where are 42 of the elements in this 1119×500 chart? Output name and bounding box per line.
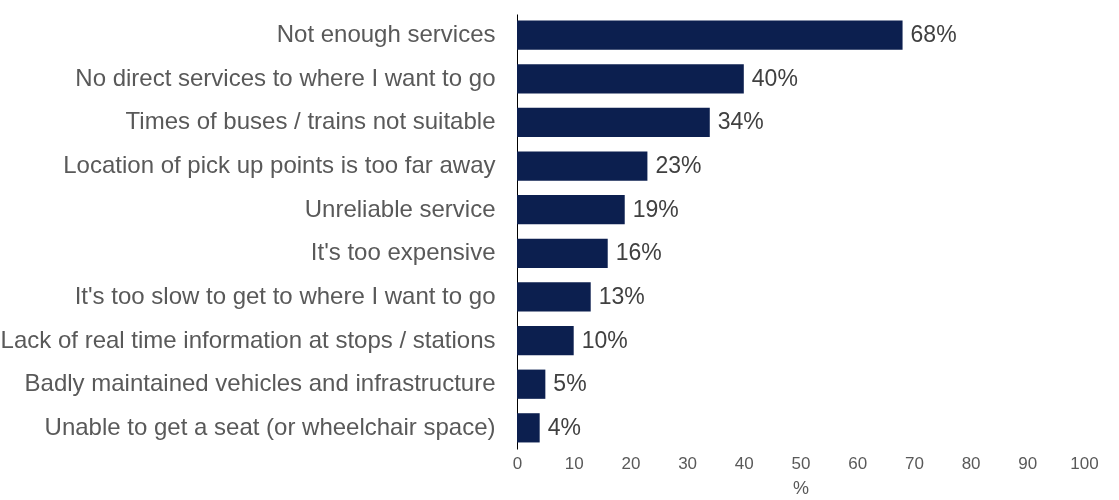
- bar: [517, 195, 625, 225]
- y-tick-label: Location of pick up points is too far away: [63, 151, 496, 179]
- bar: [517, 107, 710, 138]
- bar: [517, 369, 546, 399]
- bar: [517, 20, 903, 50]
- bar: [517, 282, 591, 312]
- x-tick-label: 40: [734, 453, 754, 473]
- data-label: 10%: [581, 326, 628, 353]
- data-label: 40%: [751, 64, 798, 91]
- y-tick-label: Unable to get a seat (or wheelchair space): [44, 412, 496, 440]
- y-tick-label: No direct services to where I want to go: [75, 63, 496, 91]
- x-tick-label: 100: [1070, 453, 1099, 473]
- bar: [517, 64, 744, 94]
- data-label: 68%: [910, 21, 957, 48]
- x-tick-label: 90: [1018, 453, 1038, 473]
- x-tick-label: 50: [791, 453, 811, 473]
- y-tick-label: Badly maintained vehicles and infrastructure: [24, 369, 496, 397]
- data-label: 16%: [615, 239, 662, 266]
- x-tick-label: 60: [848, 453, 868, 473]
- x-tick-label: 80: [961, 453, 981, 473]
- x-tick-label: 0: [512, 453, 523, 473]
- data-label: 13%: [598, 282, 645, 309]
- x-tick-label: 20: [621, 453, 641, 473]
- y-tick-label: Times of buses / trains not suitable: [125, 107, 496, 135]
- bar: [517, 413, 540, 443]
- y-tick-label: Lack of real time information at stops / stations: [0, 325, 496, 353]
- bar: [517, 151, 648, 181]
- x-tick-label: 30: [678, 453, 698, 473]
- x-tick-label: 10: [564, 453, 584, 473]
- bar: [517, 325, 574, 356]
- y-tick-label: Unreliable service: [304, 194, 496, 222]
- x-tick-label: 70: [904, 453, 924, 473]
- data-label: 4%: [547, 413, 581, 440]
- data-label: 19%: [632, 195, 679, 222]
- y-tick-label: It's too slow to get to where I want to go: [74, 281, 496, 309]
- bar: [517, 238, 608, 268]
- y-tick-label: Not enough services: [276, 20, 496, 48]
- data-label: 5%: [553, 370, 587, 397]
- x-axis-title: %: [792, 477, 810, 498]
- data-label: 34%: [717, 108, 764, 135]
- data-label: 23%: [655, 152, 702, 179]
- y-tick-label: It's too expensive: [310, 238, 496, 266]
